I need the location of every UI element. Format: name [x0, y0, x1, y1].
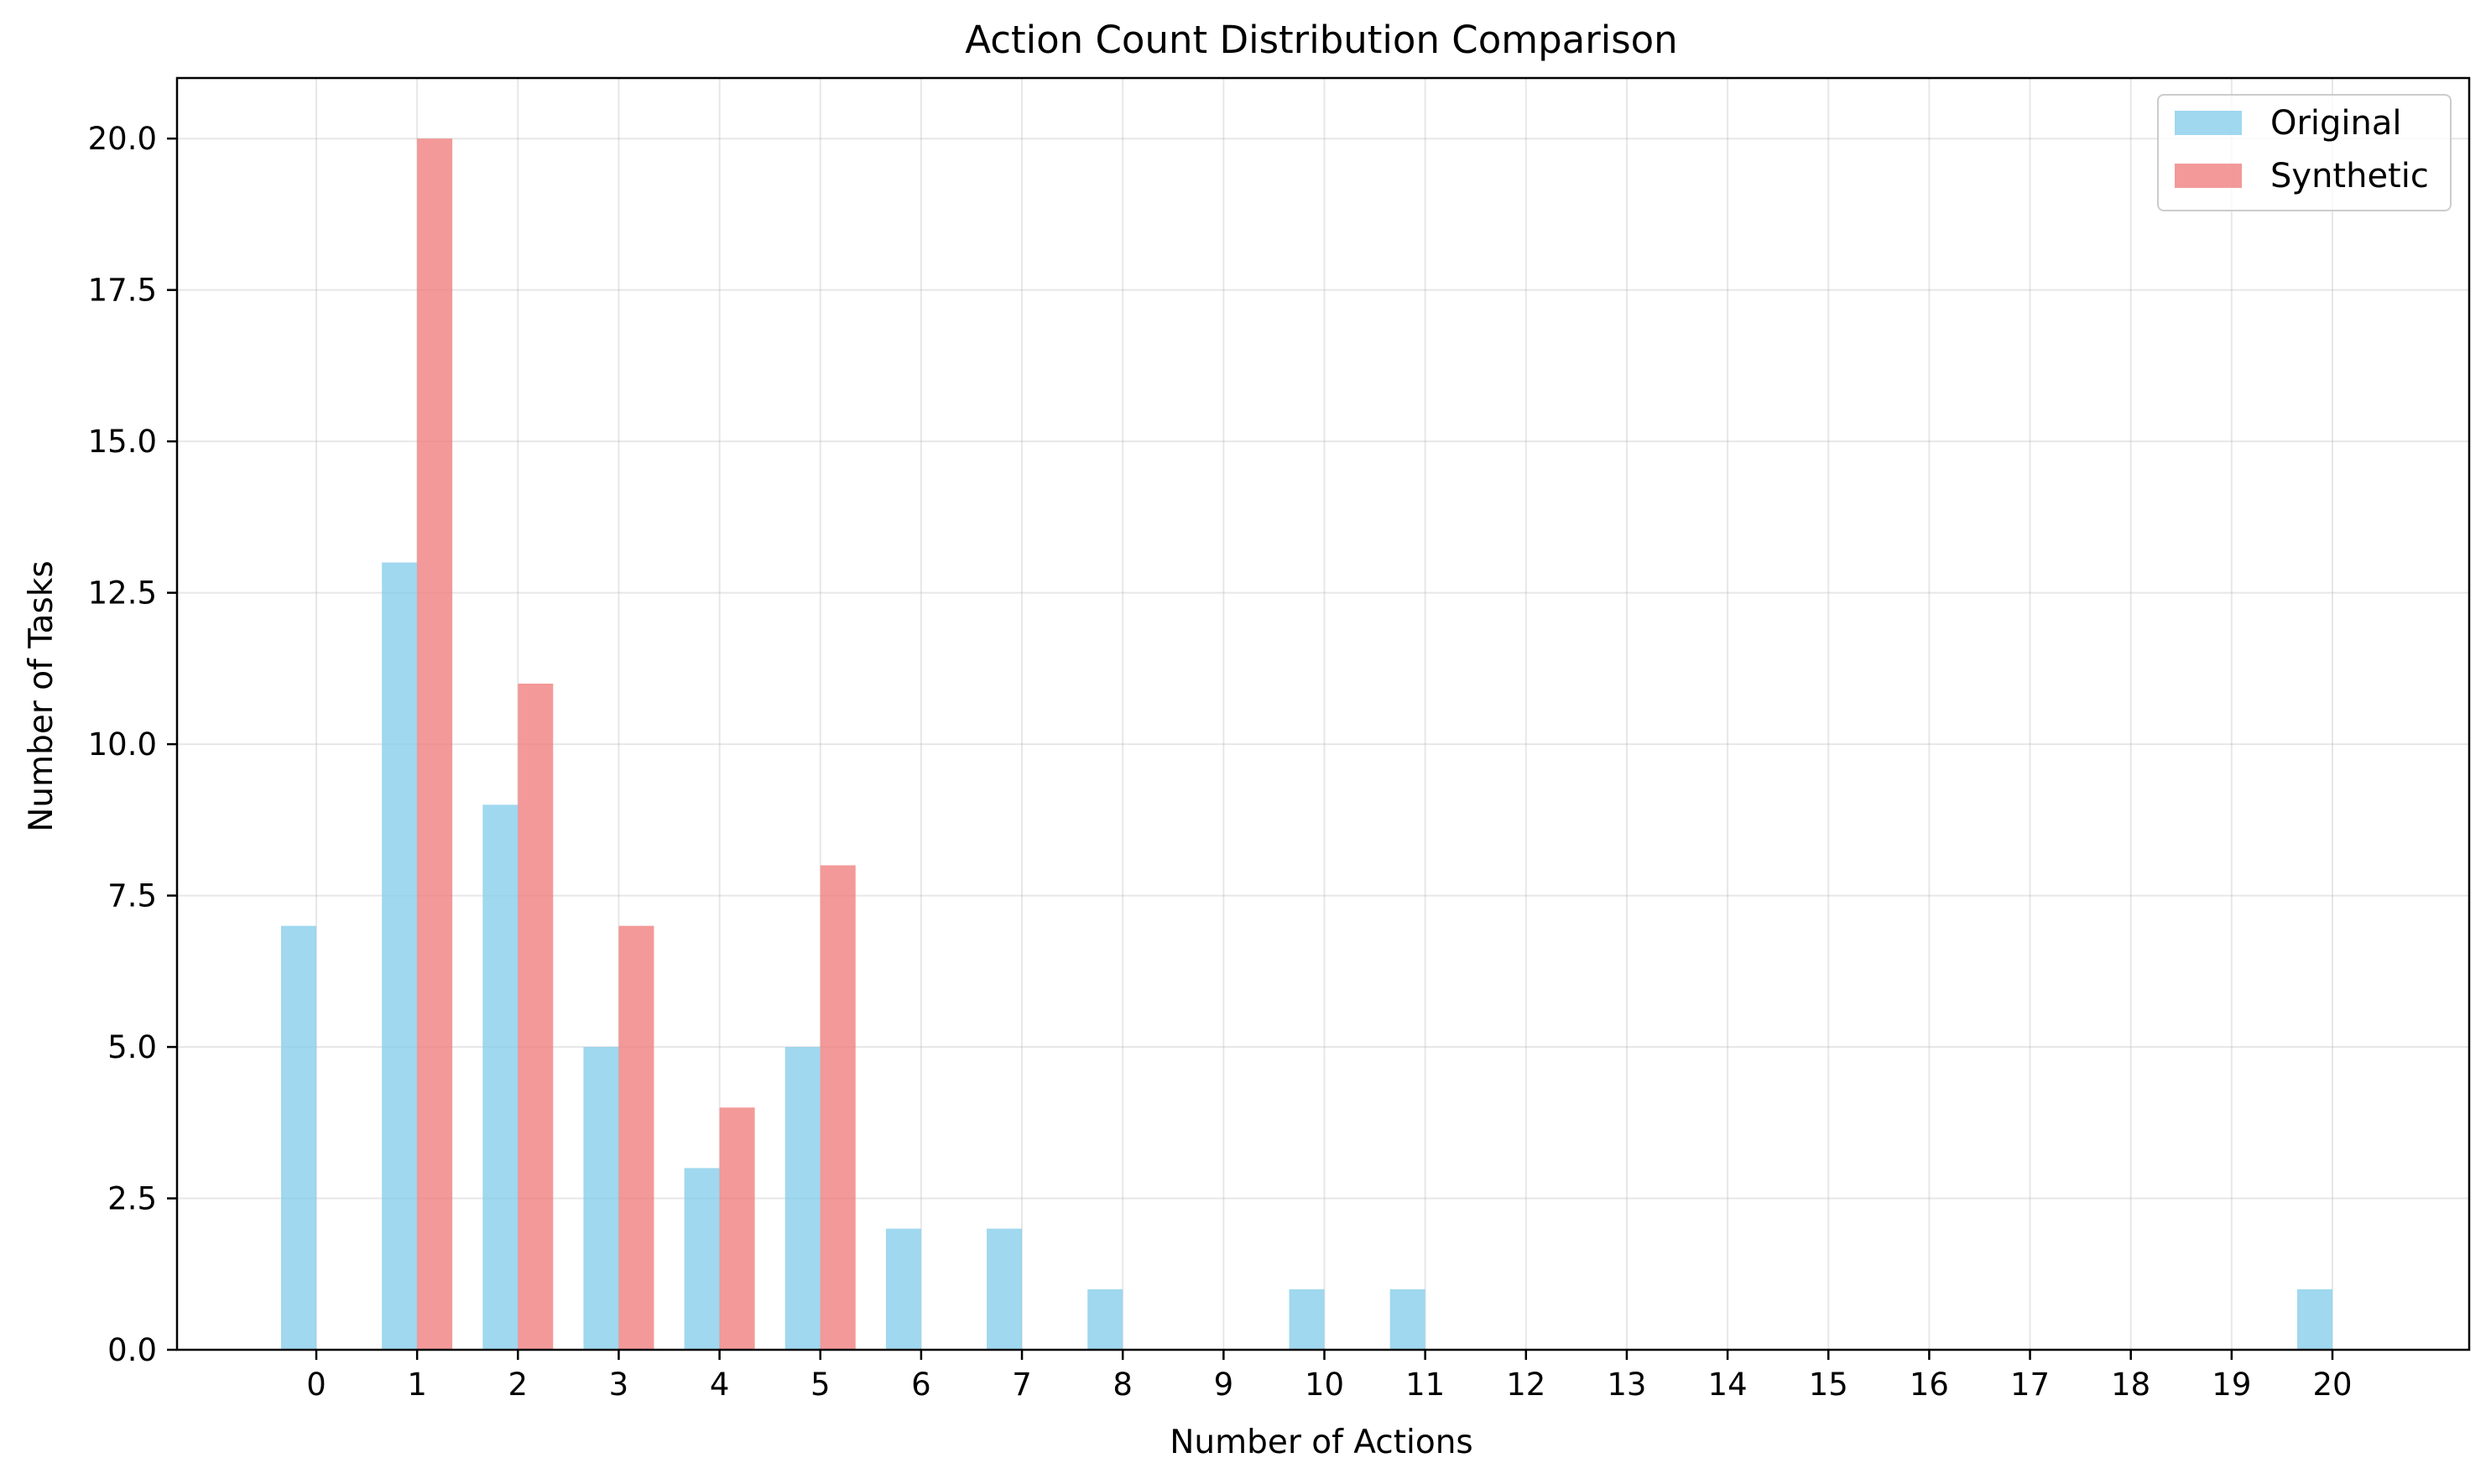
- bar-original: [1087, 1289, 1123, 1350]
- y-axis-label: Number of Tasks: [23, 560, 60, 832]
- x-tick-label: 11: [1405, 1367, 1445, 1403]
- bar-original: [784, 1047, 821, 1350]
- x-tick-label: 1: [407, 1367, 427, 1403]
- x-tick-label: 10: [1305, 1367, 1344, 1403]
- bar-synthetic: [618, 925, 654, 1350]
- bar-original: [2297, 1289, 2332, 1350]
- x-tick-label: 4: [710, 1367, 730, 1403]
- bar-synthetic: [518, 683, 554, 1350]
- y-tick-label: 5.0: [107, 1029, 157, 1065]
- x-tick-label: 18: [2111, 1367, 2150, 1403]
- bar-original: [1389, 1289, 1425, 1350]
- y-tick-label: 0.0: [107, 1332, 157, 1368]
- axes: 0 1 2 3 4 5 6 7 8 9 10 11 12 13 14 15 16 17 18 19 200.02.55.…: [88, 76, 2471, 1403]
- bar-original: [482, 804, 519, 1350]
- x-tick-label: 16: [1910, 1367, 1949, 1403]
- y-tick-label: 15.0: [88, 424, 157, 460]
- x-tick-label: 20: [2312, 1367, 2352, 1403]
- y-tick-label: 7.5: [107, 878, 157, 914]
- y-tick-label: 20.0: [88, 121, 157, 157]
- x-tick-label: 0: [306, 1367, 326, 1403]
- x-tick-label: 2: [508, 1367, 529, 1403]
- x-tick-label: 12: [1506, 1367, 1545, 1403]
- x-tick-label: 19: [2212, 1367, 2251, 1403]
- legend-swatch-original: [2175, 111, 2242, 135]
- bar-original: [885, 1228, 921, 1350]
- bar-original: [583, 1047, 619, 1350]
- y-tick-label: 12.5: [88, 575, 157, 612]
- bar-synthetic: [417, 138, 453, 1351]
- x-tick-label: 8: [1113, 1367, 1133, 1403]
- bar-original: [382, 562, 418, 1350]
- x-tick-label: 15: [1809, 1367, 1848, 1403]
- x-tick-label: 5: [810, 1367, 831, 1403]
- bar-original: [684, 1168, 720, 1350]
- bar-original: [1289, 1289, 1325, 1350]
- legend-label-synthetic: Synthetic: [2270, 157, 2429, 195]
- y-tick-label: 10.0: [88, 726, 157, 763]
- bar-original: [281, 925, 316, 1350]
- x-tick-label: 7: [1012, 1367, 1032, 1403]
- x-tick-label: 6: [911, 1367, 931, 1403]
- legend: Original Synthetic: [2157, 94, 2452, 211]
- x-tick-label: 14: [1708, 1367, 1748, 1403]
- x-axis-label: Number of Actions: [1170, 1424, 1473, 1461]
- chart-title: Action Count Distribution Comparison: [965, 18, 1677, 62]
- x-tick-label: 17: [2010, 1367, 2050, 1403]
- x-tick-label: 3: [609, 1367, 629, 1403]
- bar-synthetic: [719, 1107, 755, 1350]
- y-tick-label: 2.5: [107, 1181, 157, 1217]
- bar-synthetic: [820, 865, 856, 1350]
- plot-frame: [175, 76, 2471, 1351]
- y-tick-label: 17.5: [88, 273, 157, 309]
- bars: [281, 138, 2332, 1351]
- bar-original: [987, 1228, 1023, 1350]
- legend-swatch-synthetic: [2175, 164, 2242, 188]
- legend-label-original: Original: [2270, 104, 2402, 143]
- x-tick-label: 9: [1214, 1367, 1234, 1403]
- x-tick-label: 13: [1607, 1367, 1646, 1403]
